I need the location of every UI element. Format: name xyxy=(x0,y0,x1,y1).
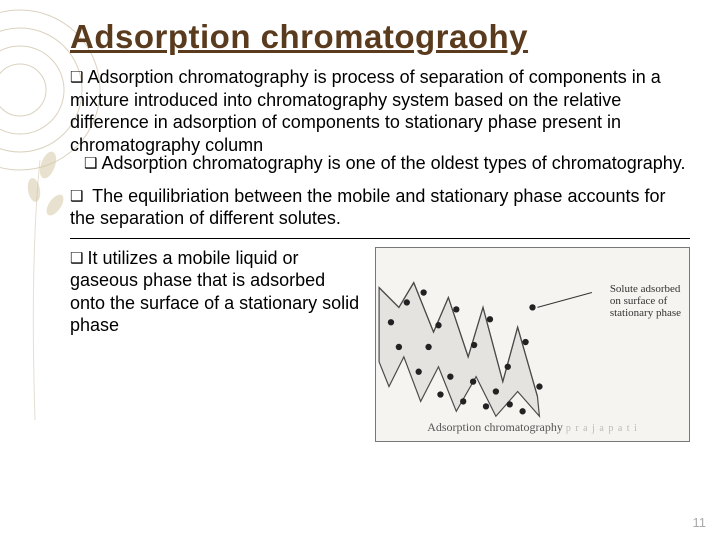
slide-title: Adsorption chromatograohy xyxy=(70,18,690,56)
para-2-text: Adsorption chromatography is one of the … xyxy=(101,153,685,173)
figure-label-line2: on surface of xyxy=(610,295,667,307)
page-number: 11 xyxy=(693,515,707,530)
para-2: ❑Adsorption chromatography is one of the… xyxy=(70,152,690,175)
bullet-icon: ❑ xyxy=(70,250,83,269)
para-1: ❑Adsorption chromatography is process of… xyxy=(70,66,690,156)
para-block-1: ❑Adsorption chromatography is process of… xyxy=(70,66,690,175)
bullet-icon: ❑ xyxy=(70,69,83,88)
para-block-4: ❑It utilizes a mobile liquid or gaseous … xyxy=(70,247,365,337)
para-4: ❑It utilizes a mobile liquid or gaseous … xyxy=(70,247,365,337)
para-block-3: ❑ The equilibriation between the mobile … xyxy=(70,185,690,239)
adsorption-diagram xyxy=(376,248,689,441)
para-1-text: Adsorption chromatography is process of … xyxy=(70,67,661,155)
figure-panel: Solute adsorbed on surface of stationary… xyxy=(375,247,690,442)
para-3: ❑ The equilibriation between the mobile … xyxy=(70,185,690,230)
slide: Adsorption chromatograohy ❑Adsorption ch… xyxy=(0,0,720,540)
figure-label-line1: Solute adsorbed xyxy=(610,283,681,295)
figure-label: Solute adsorbed on surface of stationary… xyxy=(610,283,681,319)
figure-caption-text: Adsorption chromatography xyxy=(427,420,563,434)
para-4-text: It utilizes a mobile liquid or gaseous p… xyxy=(70,248,359,336)
bullet-icon: ❑ xyxy=(70,188,83,207)
figure-label-line3: stationary phase xyxy=(610,307,681,319)
figure-caption-faint: p r a j a p a t i xyxy=(566,423,638,434)
bullet-icon: ❑ xyxy=(84,155,97,174)
bottom-row: ❑It utilizes a mobile liquid or gaseous … xyxy=(70,247,690,442)
para-3-text: The equilibriation between the mobile an… xyxy=(70,186,666,229)
figure-caption: Adsorption chromatography p r a j a p a … xyxy=(376,420,689,435)
